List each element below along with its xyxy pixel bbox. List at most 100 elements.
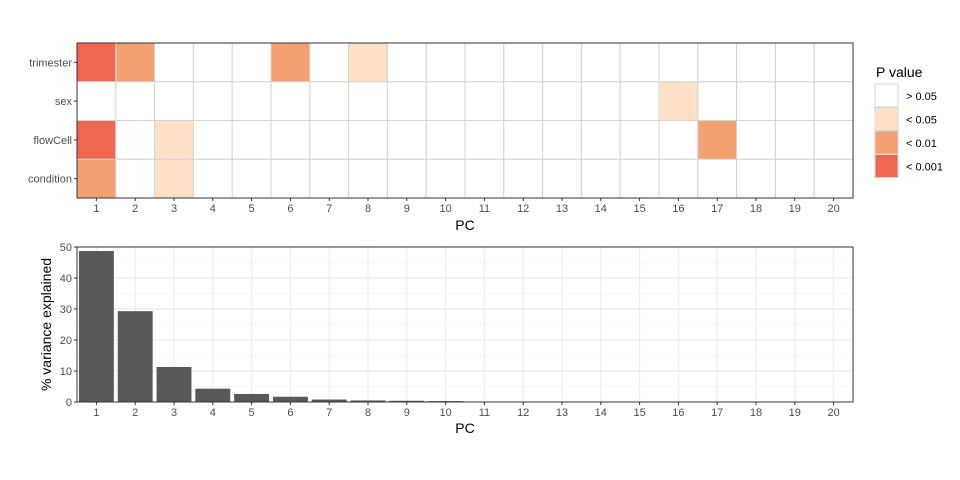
legend-label: < 0.001 [906, 162, 943, 174]
heatmap-cell [503, 120, 544, 160]
legend-key [874, 130, 899, 155]
bar [389, 400, 425, 402]
legend-label: < 0.01 [906, 138, 937, 150]
heatmap-x-tick-label: 9 [404, 203, 410, 215]
heatmap-cell [736, 120, 776, 160]
bar [272, 396, 308, 402]
bar-x-tick-label: 20 [827, 407, 839, 419]
heatmap-x-tick-label: 16 [672, 203, 684, 215]
heatmap-cell [774, 120, 815, 160]
bar-x-tick-label: 9 [404, 407, 410, 419]
heatmap-y-tick-label: condition [28, 174, 72, 186]
heatmap-x-tick-label: 10 [439, 203, 451, 215]
bar [311, 399, 347, 402]
legend-label: > 0.05 [906, 91, 937, 103]
heatmap-y-tick-label: sex [55, 96, 73, 108]
bar [234, 393, 270, 402]
p-value-legend: P value > 0.05 < 0.05 < 0.01 < 0.001 [874, 64, 943, 178]
heatmap-cell [425, 120, 466, 160]
bar [350, 400, 386, 402]
heatmap-cell [658, 81, 699, 121]
heatmap-cell [697, 120, 738, 160]
heatmap-cell [464, 42, 505, 83]
heatmap-x-tick-label: 6 [287, 203, 293, 215]
legend-key [874, 107, 899, 131]
legend-key [874, 83, 899, 108]
heatmap-cell [270, 120, 311, 160]
heatmap-cell [309, 42, 350, 83]
heatmap-cell [503, 42, 544, 83]
heatmap-cell [697, 158, 738, 199]
heatmap-cell [192, 158, 233, 199]
heatmap-cell [580, 42, 621, 83]
heatmap-cell [542, 120, 582, 160]
heatmap-cell [736, 81, 776, 121]
heatmap-cell [658, 158, 699, 199]
heatmap-cell [115, 158, 156, 199]
heatmap-y-tick-label: flowCell [33, 135, 72, 147]
bar-x-tick-label: 14 [595, 407, 607, 419]
bar [195, 388, 231, 402]
heatmap-x-tick-label: 2 [132, 203, 138, 215]
heatmap-cell [813, 158, 854, 199]
bar-x-tick-label: 10 [439, 407, 451, 419]
heatmap-cell [231, 81, 272, 121]
heatmap-cell [464, 81, 505, 121]
heatmap-cell [115, 81, 156, 121]
heatmap-cell [425, 42, 466, 83]
heatmap-x-tick-label: 20 [827, 203, 839, 215]
heatmap-x-tick-label: 1 [93, 203, 99, 215]
bar-x-axis-title: PC [455, 420, 474, 436]
heatmap-cell [619, 120, 660, 160]
heatmap-cell [542, 81, 582, 121]
heatmap-x-tick-label: 18 [750, 203, 762, 215]
bar-x-tick-label: 12 [517, 407, 529, 419]
heatmap-cell [348, 158, 388, 199]
bar-x-tick-label: 6 [287, 407, 293, 419]
bar-y-tick-label: 10 [60, 366, 72, 378]
heatmap-cell [736, 42, 776, 83]
bar-y-tick-label: 40 [60, 273, 72, 285]
heatmap-cell [231, 42, 272, 83]
heatmap-cell [774, 42, 815, 83]
heatmap-cell [425, 158, 466, 199]
heatmap-x-tick-label: 12 [517, 203, 529, 215]
heatmap-cell [697, 42, 738, 83]
bar-y-tick-label: 20 [60, 335, 72, 347]
heatmap-x-tick-label: 17 [711, 203, 723, 215]
bar-x-tick-label: 15 [633, 407, 645, 419]
legend-key [874, 154, 899, 178]
heatmap-cell [813, 42, 854, 83]
heatmap-cell [503, 81, 544, 121]
heatmap-cell [76, 81, 117, 121]
heatmap-cell [192, 81, 233, 121]
bar-x-tick-label: 5 [249, 407, 255, 419]
heatmap-cell [154, 158, 194, 199]
heatmap-x-tick-label: 13 [556, 203, 568, 215]
heatmap-cell [76, 158, 117, 199]
bar [117, 311, 153, 402]
heatmap-cell [386, 81, 427, 121]
bar-x-tick-label: 3 [171, 407, 177, 419]
heatmap-cell [813, 81, 854, 121]
legend-label: < 0.05 [906, 115, 937, 127]
bar-x-tick-label: 19 [789, 407, 801, 419]
heatmap-cell [76, 120, 117, 160]
heatmap-cell [813, 120, 854, 160]
heatmap-x-tick-label: 3 [171, 203, 177, 215]
heatmap-cell [619, 158, 660, 199]
heatmap-cell [348, 120, 388, 160]
heatmap-cell [386, 120, 427, 160]
heatmap-cell [154, 81, 194, 121]
heatmap-cell [619, 42, 660, 83]
heatmap-cell [192, 120, 233, 160]
heatmap-cell [619, 81, 660, 121]
bar-x-tick-label: 13 [556, 407, 568, 419]
heatmap-x-tick-label: 11 [479, 203, 490, 215]
heatmap-cell [386, 42, 427, 83]
bar [78, 251, 114, 402]
heatmap-cell [697, 81, 738, 121]
heatmap-x-tick-label: 15 [633, 203, 645, 215]
